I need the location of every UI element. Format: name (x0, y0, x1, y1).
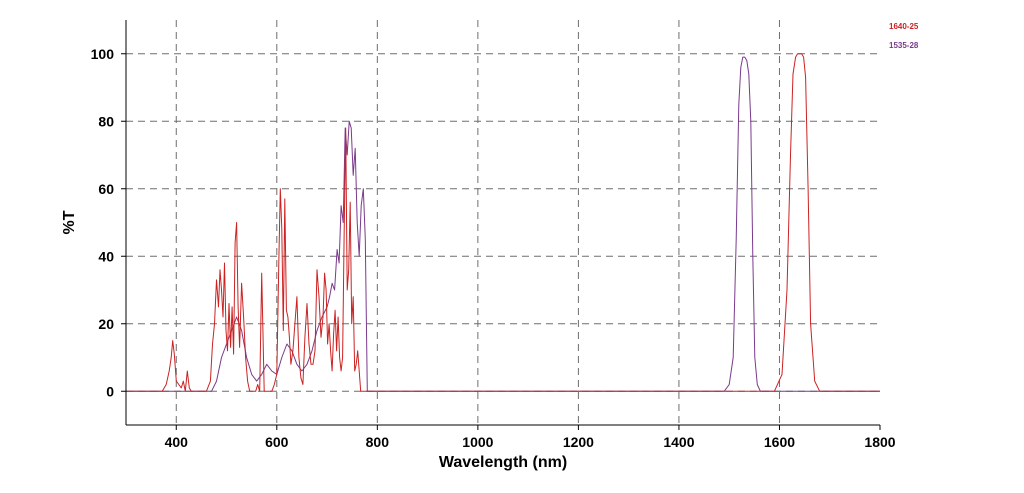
y-tick-label: 80 (98, 113, 114, 129)
y-tick-label: 100 (91, 46, 115, 62)
y-axis-title: %T (61, 210, 78, 234)
legend-entry-1535-28: 1535-28 (889, 41, 919, 50)
x-tick-label: 400 (165, 434, 189, 450)
axes (121, 20, 881, 430)
tick-labels: 400 600 800 1000 1200 1400 1600 1800 0 20 40 60 80 10… (91, 46, 896, 450)
y-tick-label: 40 (98, 248, 114, 264)
x-tick-label: 1400 (663, 434, 694, 450)
x-tick-label: 1000 (462, 434, 493, 450)
x-axis-title: Wavelength (nm) (439, 454, 567, 471)
legend: 1640-25 1535-28 (889, 22, 919, 50)
x-tick-label: 800 (366, 434, 390, 450)
x-tick-label: 1600 (764, 434, 795, 450)
y-tick-label: 60 (98, 181, 114, 197)
y-tick-label: 0 (106, 383, 114, 399)
y-tick-label: 20 (98, 316, 114, 332)
series-line-1640-25 (126, 53, 880, 392)
plot-series (126, 53, 880, 392)
legend-entry-1640-25: 1640-25 (889, 22, 919, 31)
x-tick-label: 1800 (864, 434, 895, 450)
x-tick-label: 1200 (563, 434, 594, 450)
x-tick-label: 600 (265, 434, 289, 450)
